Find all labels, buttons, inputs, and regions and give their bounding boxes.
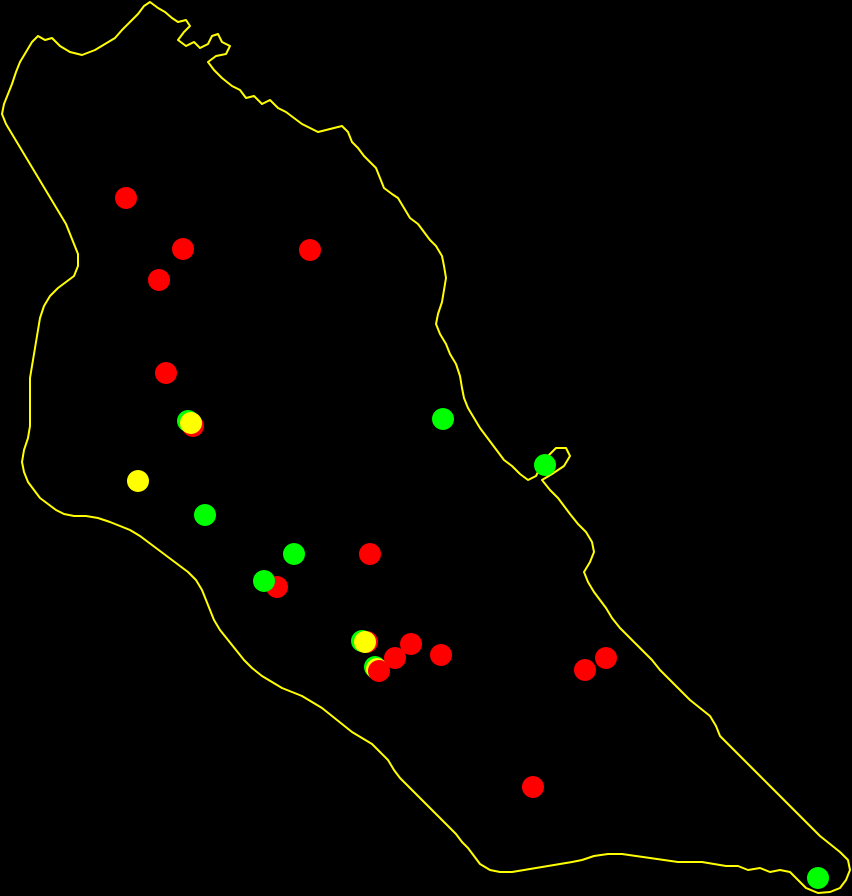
red-marker (522, 776, 544, 798)
red-marker (155, 362, 177, 384)
red-marker (384, 647, 406, 669)
green-marker (432, 408, 454, 430)
yellow-marker (180, 412, 202, 434)
red-marker (359, 543, 381, 565)
red-marker (172, 238, 194, 260)
red-marker (595, 647, 617, 669)
red-marker (574, 659, 596, 681)
green-marker (283, 543, 305, 565)
yellow-marker (354, 631, 376, 653)
red-marker (148, 269, 170, 291)
red-marker (368, 660, 390, 682)
red-marker (299, 239, 321, 261)
red-marker (400, 633, 422, 655)
green-marker (807, 867, 829, 889)
yellow-marker (127, 470, 149, 492)
marker-layer (115, 187, 829, 889)
green-marker (194, 504, 216, 526)
red-marker (115, 187, 137, 209)
green-marker (253, 570, 275, 592)
green-marker (534, 454, 556, 476)
red-marker (430, 644, 452, 666)
